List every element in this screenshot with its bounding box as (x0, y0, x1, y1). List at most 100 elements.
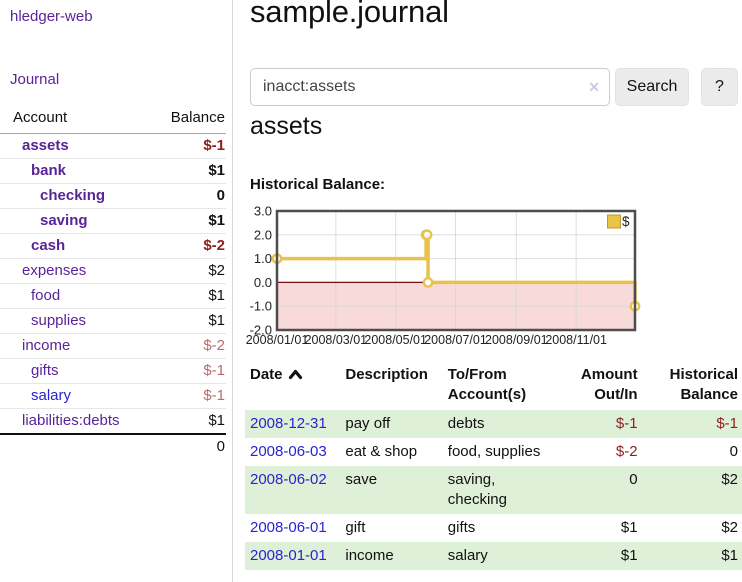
help-button[interactable]: ? (701, 68, 738, 106)
register-header-accounts: To/From Account(s) (443, 362, 561, 410)
register-accounts-cell: food, supplies (443, 438, 561, 466)
account-row: cash $-2 (0, 234, 226, 259)
register-amount-cell: $1 (561, 542, 641, 570)
account-row: assets $-1 (0, 134, 226, 159)
accounts-total-value: 0 (144, 434, 226, 459)
account-cell: saving (0, 209, 144, 234)
accounts-table-body: assets $-1 bank $1 checking 0 saving $1 … (0, 134, 226, 435)
account-link[interactable]: saving (40, 212, 88, 229)
account-balance: $-1 (144, 134, 226, 159)
account-row: expenses $2 (0, 259, 226, 284)
account-row: liabilities:debts $1 (0, 409, 226, 435)
register-amount-cell: $-2 (561, 438, 641, 466)
register-row: 2008-12-31 pay off debts $-1 $-1 (245, 410, 742, 438)
register-amount-cell: $-1 (561, 410, 641, 438)
account-row: saving $1 (0, 209, 226, 234)
account-row: supplies $1 (0, 309, 226, 334)
svg-text:2008/05/01: 2008/05/01 (364, 333, 427, 347)
account-cell: cash (0, 234, 144, 259)
register-description-cell: income (340, 542, 442, 570)
svg-text:2008/01/01: 2008/01/01 (246, 333, 309, 347)
svg-text:3.0: 3.0 (254, 204, 272, 219)
account-balance: $2 (144, 259, 226, 284)
register-row: 2008-06-03 eat & shop food, supplies $-2… (245, 438, 742, 466)
account-link[interactable]: bank (31, 162, 66, 179)
register-date-link[interactable]: 2008-06-01 (250, 519, 327, 536)
accounts-header-account: Account (0, 104, 144, 134)
app-brand-link[interactable]: hledger-web (10, 8, 93, 25)
account-cell: checking (0, 184, 144, 209)
historical-balance-chart: $3.02.01.00.0-1.0-2.02008/01/012008/03/0… (245, 203, 642, 351)
sidebar: hledger-web Journal Account Balance asse… (0, 0, 233, 582)
search-input[interactable] (250, 68, 610, 106)
register-table-body: 2008-12-31 pay off debts $-1 $-1 2008-06… (245, 410, 742, 570)
register-description-cell: eat & shop (340, 438, 442, 466)
account-link[interactable]: liabilities:debts (22, 412, 120, 429)
account-row: income $-2 (0, 334, 226, 359)
register-amount-cell: $1 (561, 514, 641, 542)
account-balance: $-2 (144, 234, 226, 259)
register-date-link[interactable]: 2008-01-01 (250, 547, 327, 564)
register-date-cell: 2008-06-03 (245, 438, 340, 466)
account-link[interactable]: cash (31, 237, 65, 254)
register-accounts-cell: gifts (443, 514, 561, 542)
account-cell: food (0, 284, 144, 309)
account-link[interactable]: assets (22, 137, 69, 154)
register-header-date[interactable]: Date (245, 362, 340, 410)
register-balance-cell: $1 (642, 542, 742, 570)
account-row: gifts $-1 (0, 359, 226, 384)
account-balance: $1 (144, 209, 226, 234)
account-row: salary $-1 (0, 384, 226, 409)
account-balance: $1 (144, 309, 226, 334)
register-balance-cell: 0 (642, 438, 742, 466)
register-date-link[interactable]: 2008-06-03 (250, 443, 327, 460)
account-link[interactable]: gifts (31, 362, 59, 379)
register-header-amount: Amount Out/In (561, 362, 641, 410)
account-row: bank $1 (0, 159, 226, 184)
sidebar-item-journal[interactable]: Journal (10, 71, 59, 88)
account-link[interactable]: food (31, 287, 60, 304)
account-heading: assets (250, 112, 322, 141)
account-balance: $-2 (144, 334, 226, 359)
register-date-link[interactable]: 2008-12-31 (250, 415, 327, 432)
svg-text:2008/09/01: 2008/09/01 (485, 333, 548, 347)
register-description-cell: gift (340, 514, 442, 542)
search-input-wrap: ✕ (250, 68, 610, 106)
svg-text:2008/07/01: 2008/07/01 (424, 333, 487, 347)
register-header-description: Description (340, 362, 442, 410)
account-link[interactable]: salary (31, 387, 71, 404)
register-row: 2008-01-01 income salary $1 $1 (245, 542, 742, 570)
account-row: checking 0 (0, 184, 226, 209)
register-header-date-label: Date (250, 366, 283, 383)
register-balance-cell: $2 (642, 466, 742, 514)
register-row: 2008-06-01 gift gifts $1 $2 (245, 514, 742, 542)
account-link[interactable]: income (22, 337, 70, 354)
account-link[interactable]: checking (40, 187, 105, 204)
account-balance: $1 (144, 409, 226, 435)
register-balance-cell: $-1 (642, 410, 742, 438)
register-date-cell: 2008-12-31 (245, 410, 340, 438)
svg-text:2008/03/01: 2008/03/01 (305, 333, 368, 347)
register-date-cell: 2008-06-01 (245, 514, 340, 542)
register-accounts-cell: salary (443, 542, 561, 570)
accounts-table: Account Balance assets $-1 bank $1 check… (0, 104, 226, 459)
register-row: 2008-06-02 save saving, checking 0 $2 (245, 466, 742, 514)
svg-text:2008/11/01: 2008/11/01 (545, 333, 607, 347)
register-accounts-cell: saving, checking (443, 466, 561, 514)
register-date-cell: 2008-01-01 (245, 542, 340, 570)
account-cell: supplies (0, 309, 144, 334)
accounts-header-balance: Balance (144, 104, 226, 134)
accounts-total-spacer (0, 434, 144, 459)
register-balance-cell: $2 (642, 514, 742, 542)
accounts-total-row: 0 (0, 434, 226, 459)
svg-text:1.0: 1.0 (254, 251, 272, 266)
clear-search-icon[interactable]: ✕ (588, 78, 600, 96)
register-table: Date Description To/From Account(s) Amou… (245, 362, 742, 570)
account-link[interactable]: expenses (22, 262, 86, 279)
register-date-link[interactable]: 2008-06-02 (250, 471, 327, 488)
account-link[interactable]: supplies (31, 312, 86, 329)
account-balance: $-1 (144, 384, 226, 409)
search-button[interactable]: Search (615, 68, 689, 106)
account-row: food $1 (0, 284, 226, 309)
account-balance: 0 (144, 184, 226, 209)
